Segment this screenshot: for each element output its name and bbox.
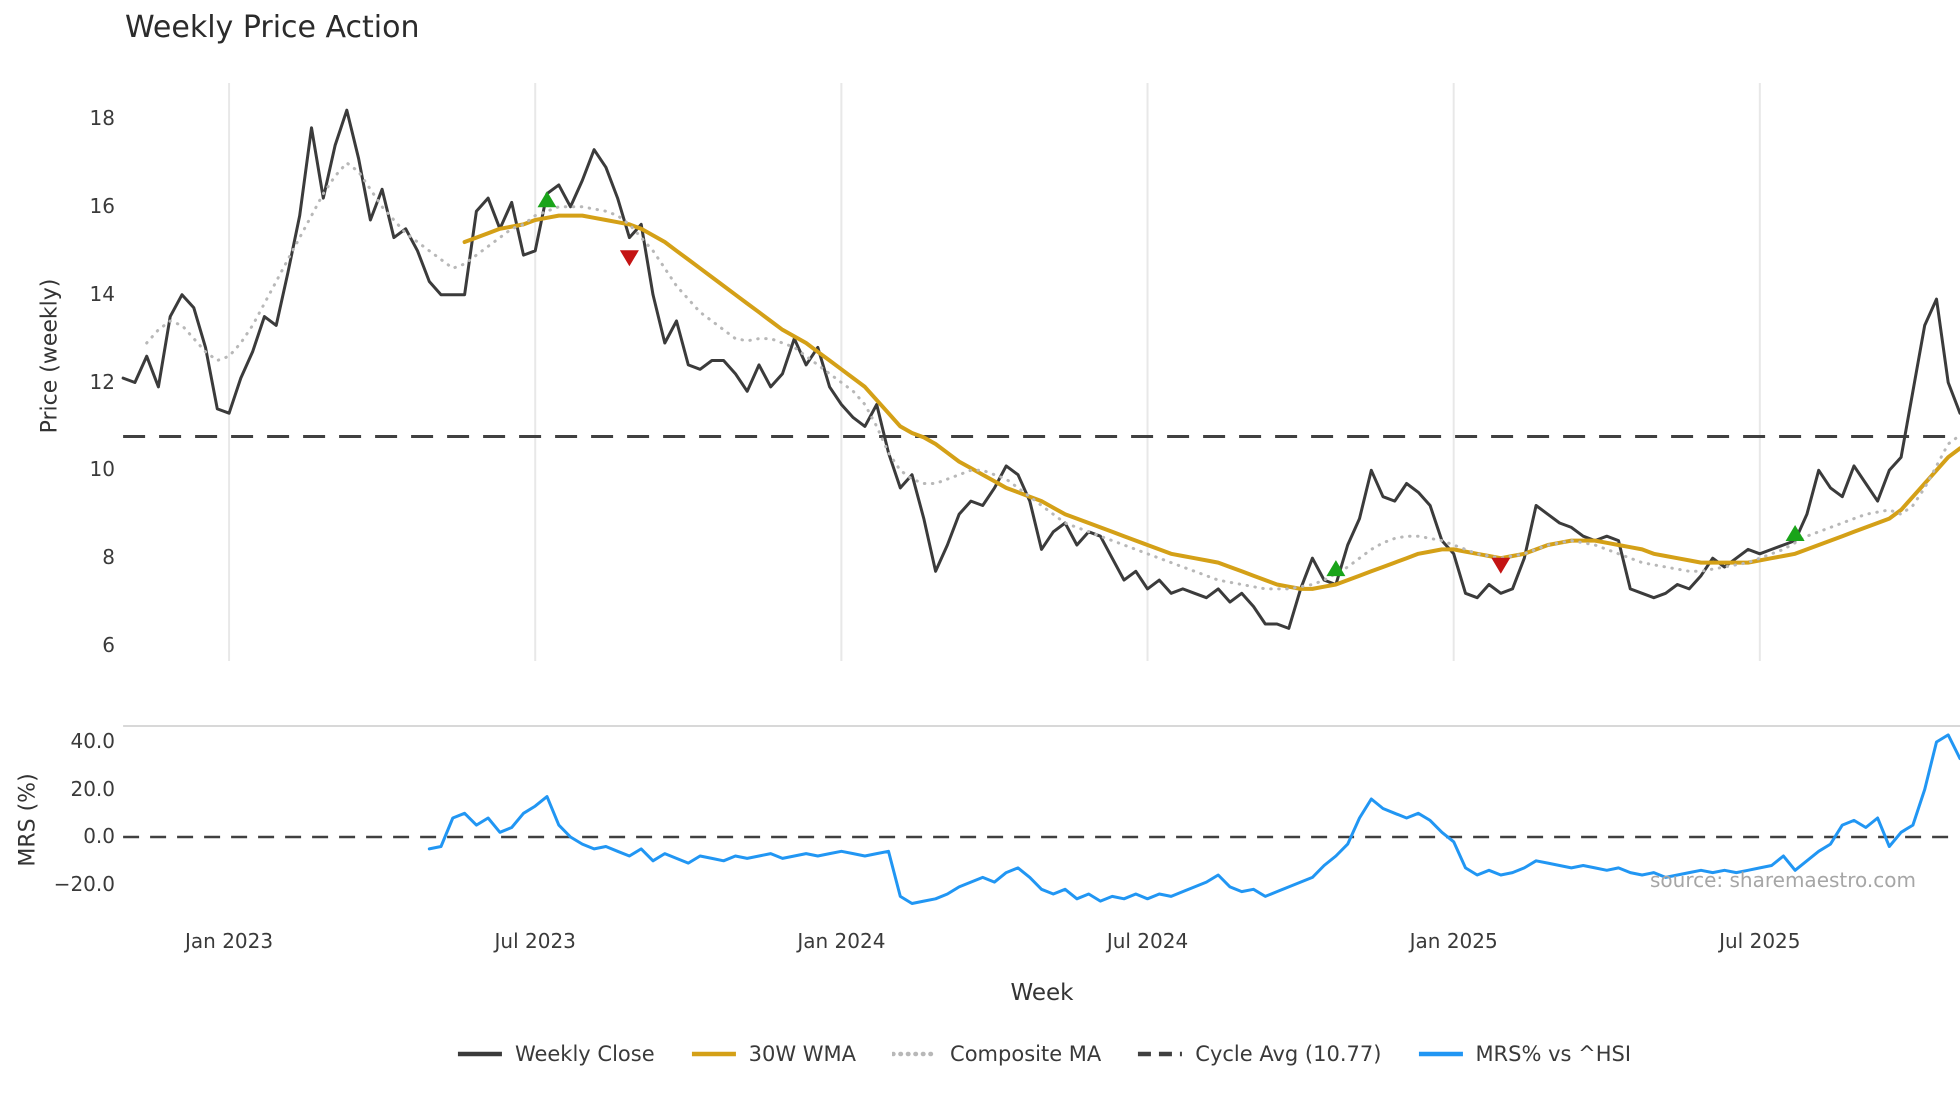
sell-signal-marker	[1491, 557, 1511, 574]
price-y-tick-label: 14	[89, 281, 115, 306]
mrs-y-tick-label: 20.0	[70, 776, 115, 801]
x-tick-label: Jan 2023	[185, 929, 274, 953]
price-y-tick-labels: 18 16 14 12 10 8 6	[0, 0, 118, 1102]
legend: Weekly Close 30W WMA Composite MA Cycle Avg…	[457, 1042, 1631, 1066]
x-axis-label: Week	[1010, 980, 1074, 1006]
legend-swatch-dotted-line-icon	[892, 1051, 939, 1057]
legend-item: Composite MA	[892, 1042, 1101, 1066]
legend-swatch-solid-line-icon	[457, 1051, 502, 1057]
price-y-tick-label: 12	[89, 369, 115, 394]
legend-label: 30W WMA	[748, 1042, 857, 1066]
sell-signal-marker	[619, 250, 639, 267]
buy-signal-marker	[1785, 525, 1805, 541]
source-credit: source: sharemaestro.com	[1650, 868, 1916, 892]
chart-title: Weekly Price Action	[125, 10, 420, 45]
legend-label: Composite MA	[950, 1042, 1102, 1066]
legend-item: MRS% vs ^HSI	[1417, 1042, 1631, 1066]
price-y-tick-label: 10	[89, 457, 115, 482]
mrs-y-tick-labels: 40.0 20.0 0.0 −20.0	[0, 0, 118, 1102]
legend-swatch-solid-line-icon	[1418, 1051, 1463, 1057]
price-y-tick-label: 6	[102, 633, 115, 657]
x-tick-label: Jul 2025	[1719, 929, 1801, 953]
legend-swatch-dashed-line-icon	[1138, 1051, 1183, 1057]
legend-label: Weekly Close	[514, 1042, 655, 1066]
mrs-y-tick-label: −20.0	[53, 871, 115, 896]
price-y-tick-label: 18	[89, 106, 115, 130]
legend-swatch-solid-line-icon	[691, 1051, 736, 1057]
legend-label: MRS% vs ^HSI	[1475, 1042, 1632, 1066]
mrs-y-tick-label: 0.0	[83, 824, 115, 848]
x-tick-label: Jul 2024	[1106, 929, 1189, 953]
legend-item: Weekly Close	[457, 1042, 655, 1066]
series-mrs-vs-hsi	[427, 733, 1960, 905]
series-weekly-close	[121, 108, 1960, 630]
legend-item: Cycle Avg (10.77)	[1137, 1042, 1381, 1066]
series-composite-ma	[145, 161, 1960, 591]
legend-label: Cycle Avg (10.77)	[1195, 1042, 1382, 1066]
price-y-tick-label: 16	[89, 193, 115, 218]
x-tick-label: Jan 2024	[797, 929, 886, 953]
x-tick-label: Jan 2025	[1409, 929, 1498, 953]
mrs-y-tick-label: 40.0	[70, 729, 115, 753]
x-tick-label: Jul 2023	[494, 929, 576, 953]
price-y-tick-label: 8	[102, 545, 115, 570]
series-30w-wma	[462, 213, 1960, 591]
buy-signal-marker	[537, 191, 557, 208]
buy-signal-marker	[1326, 560, 1346, 577]
legend-item: 30W WMA	[691, 1042, 856, 1066]
